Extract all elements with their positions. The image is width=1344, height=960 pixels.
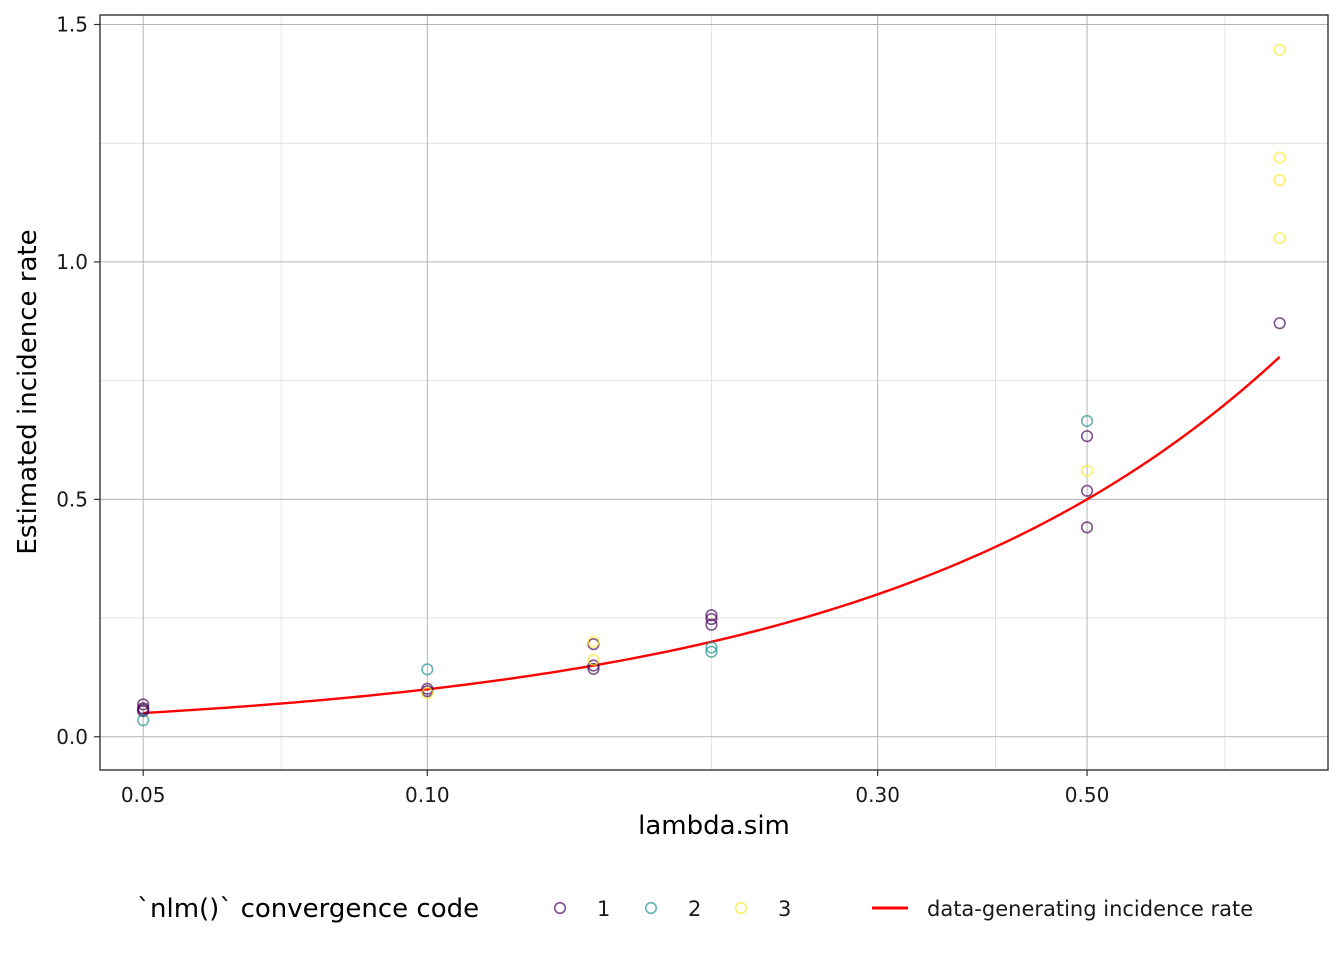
legend-label-code-2: 2 bbox=[688, 897, 701, 921]
y-tick-label: 0.5 bbox=[56, 487, 88, 511]
x-tick-label: 0.10 bbox=[405, 783, 450, 807]
data-point-code-3 bbox=[1273, 151, 1286, 164]
y-axis-title: Estimated incidence rate bbox=[13, 229, 43, 554]
legend-line-label: data-generating incidence rate bbox=[927, 897, 1253, 921]
legend-label-code-1: 1 bbox=[597, 897, 610, 921]
data-point-code-1 bbox=[1080, 484, 1094, 497]
data-point-code-1 bbox=[137, 705, 150, 718]
data-point-code-2 bbox=[421, 663, 434, 676]
points-layer bbox=[137, 43, 1286, 727]
legend-key-code-2 bbox=[644, 901, 658, 915]
data-point-code-2 bbox=[705, 645, 718, 658]
legend-key-code-1 bbox=[553, 901, 567, 915]
data-point-code-1 bbox=[705, 618, 718, 631]
x-axis-title: lambda.sim bbox=[638, 811, 790, 841]
data-point-code-1 bbox=[705, 612, 718, 626]
data-point-code-3 bbox=[1273, 232, 1286, 245]
data-point-code-1 bbox=[1273, 317, 1286, 330]
legend-title: `nlm()` convergence code bbox=[137, 894, 479, 924]
data-point-code-3 bbox=[421, 686, 434, 700]
data-point-code-1 bbox=[1080, 521, 1094, 534]
x-tick-label: 0.05 bbox=[121, 783, 166, 807]
data-point-code-2 bbox=[705, 641, 718, 654]
legend-label-code-3: 3 bbox=[778, 897, 791, 921]
data-point-code-3 bbox=[1273, 43, 1286, 56]
plot-border bbox=[99, 14, 1329, 771]
data-point-code-2 bbox=[1080, 414, 1094, 428]
data-point-code-3 bbox=[1080, 464, 1094, 477]
y-tick-label: 1.5 bbox=[56, 12, 88, 36]
data-point-code-1 bbox=[137, 698, 150, 711]
x-axis: 0.05 0.10 0.30 0.50 bbox=[121, 770, 1109, 807]
data-point-code-2 bbox=[137, 714, 150, 727]
data-point-code-1 bbox=[705, 609, 718, 622]
data-point-code-3 bbox=[587, 653, 600, 666]
y-tick-label: 1.0 bbox=[56, 250, 88, 274]
y-axis: 0.0 0.5 1.0 1.5 bbox=[56, 12, 100, 749]
legend-key-code-3 bbox=[734, 901, 748, 915]
minor-gridlines bbox=[100, 15, 1328, 770]
legend: `nlm()` convergence code 1 2 3 data-genera… bbox=[137, 894, 1253, 924]
x-tick-label: 0.50 bbox=[1065, 783, 1110, 807]
data-point-code-3 bbox=[587, 635, 600, 648]
x-tick-label: 0.30 bbox=[855, 783, 900, 807]
data-point-code-3 bbox=[1273, 174, 1286, 187]
data-point-code-1 bbox=[1080, 430, 1094, 443]
data-point-code-1 bbox=[587, 662, 600, 675]
plot-background bbox=[100, 15, 1328, 770]
data-point-code-1 bbox=[587, 659, 600, 672]
major-gridlines bbox=[100, 15, 1328, 770]
legend-series: 1 2 3 bbox=[553, 897, 791, 921]
y-tick-label: 0.0 bbox=[56, 725, 88, 749]
